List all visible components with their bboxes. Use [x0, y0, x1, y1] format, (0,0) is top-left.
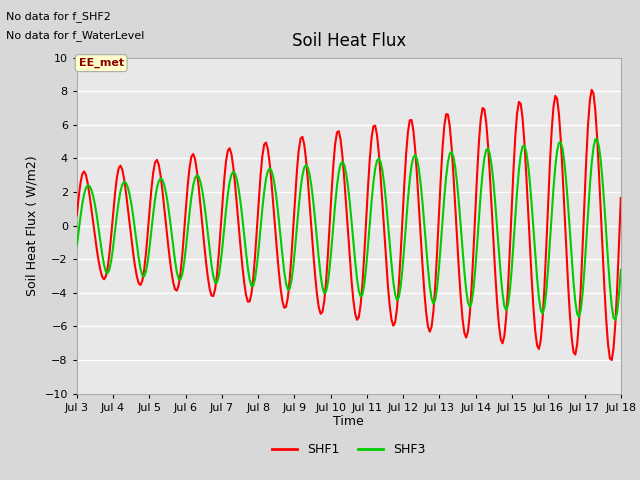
Text: EE_met: EE_met — [79, 58, 124, 68]
Title: Soil Heat Flux: Soil Heat Flux — [292, 33, 406, 50]
Y-axis label: Soil Heat Flux ( W/m2): Soil Heat Flux ( W/m2) — [26, 156, 39, 296]
Text: No data for f_SHF2: No data for f_SHF2 — [6, 11, 111, 22]
X-axis label: Time: Time — [333, 415, 364, 429]
Text: No data for f_WaterLevel: No data for f_WaterLevel — [6, 30, 145, 41]
Legend: SHF1, SHF3: SHF1, SHF3 — [267, 438, 431, 461]
